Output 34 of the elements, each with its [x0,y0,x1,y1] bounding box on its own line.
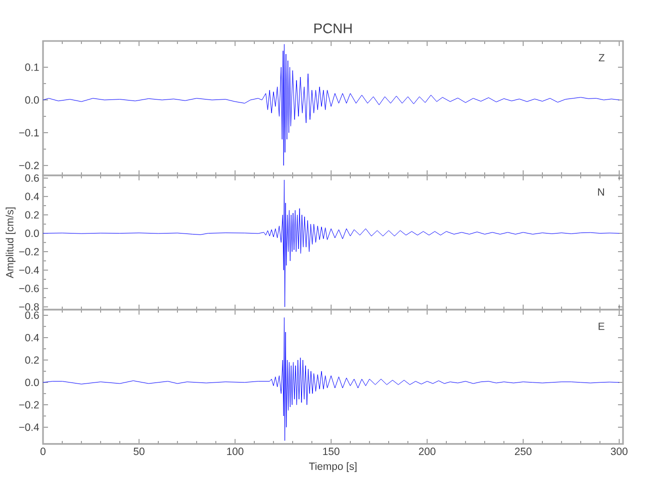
y-tick-label: −0.2 [19,248,39,256]
annotation: E [598,322,604,330]
chart-title: PCNH [314,23,352,34]
x-tick-label: 0 [40,448,46,456]
y-tick-label: −0.1 [19,129,39,136]
x-axis-title: Tiempo [s] [309,462,356,472]
y-tick-label: −0.4 [19,423,40,431]
annotation: Z [598,54,604,62]
line-series [43,180,620,308]
y-tick-label: −0.6 [19,284,39,292]
y-tick-label: 0.0 [25,230,39,238]
line-series [43,317,620,441]
annotation: N [598,188,604,196]
x-tick-label: 250 [514,448,532,456]
y-tick-label: 0.4 [25,192,40,200]
y-tick-label: 0.2 [25,356,39,364]
y-tick-label: −0.2 [19,162,39,170]
x-tick-label: 300 [610,448,628,456]
line-series [43,44,620,166]
x-tick-label: 200 [418,448,436,456]
x-tick-label: 150 [323,448,340,456]
y-tick-label: 0.2 [25,211,39,219]
y-tick-label: 0.1 [25,64,39,71]
y-tick-label: 0.6 [25,174,39,182]
x-tick-label: 100 [227,448,244,456]
x-tick-label: 50 [134,448,144,456]
y-tick-label: −0.4 [19,266,40,274]
y-tick-label: 0.0 [25,96,39,104]
y-tick-label: 0.0 [25,378,39,386]
y-tick-label: −0.8 [19,303,39,311]
y-tick-label: 0.6 [25,312,39,319]
y-tick-label: −0.2 [19,401,39,409]
y-axis-title: Amplitud [cm/s] [6,208,16,278]
y-tick-label: 0.4 [25,334,40,342]
